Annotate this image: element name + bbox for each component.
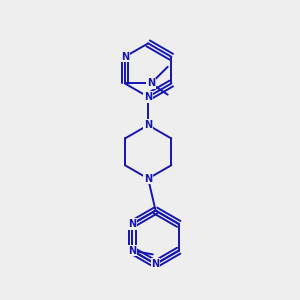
- Text: N: N: [144, 92, 152, 102]
- Text: N: N: [128, 246, 136, 256]
- Text: N: N: [147, 79, 155, 88]
- Text: N: N: [128, 219, 136, 229]
- Text: N: N: [144, 174, 152, 184]
- Text: N: N: [152, 259, 160, 269]
- Text: N: N: [121, 52, 129, 62]
- Text: N: N: [144, 120, 152, 130]
